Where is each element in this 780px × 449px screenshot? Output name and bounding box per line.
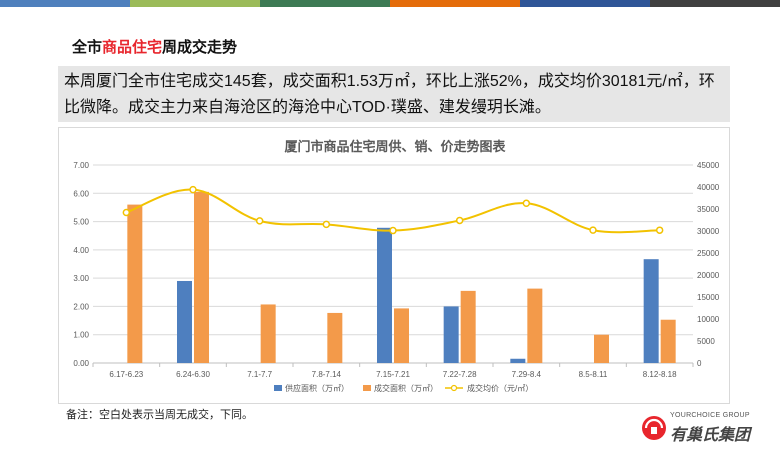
x-tick-label: 7.15-7.21: [376, 370, 410, 379]
legend-supply-swatch: [274, 385, 282, 391]
price-point: [389, 226, 397, 235]
y-left-tick-label: 6.00: [73, 189, 89, 198]
y-right-tick-label: 25000: [697, 249, 720, 258]
price-point: [189, 185, 197, 194]
price-point: [589, 226, 597, 234]
y-right-tick-label: 40000: [697, 183, 720, 192]
y-right-tick-label: 20000: [697, 271, 720, 280]
y-left-tick-label: 0.00: [73, 359, 89, 368]
logo-english: YOURCHOICE GROUP: [670, 412, 750, 419]
price-point: [122, 208, 131, 217]
y-right-tick-label: 30000: [697, 227, 720, 236]
y-left-tick-label: 1.00: [73, 331, 89, 340]
legend-price-label: 成交均价（元/㎡）: [467, 383, 533, 393]
title-prefix: 全市: [72, 39, 103, 56]
price-point: [455, 216, 464, 225]
y-left-tick-label: 5.00: [73, 218, 89, 227]
y-right-tick-label: 10000: [697, 315, 720, 324]
deal-bar: [527, 288, 543, 363]
deal-bar: [594, 334, 609, 363]
supply-bar: [643, 259, 659, 363]
chart-container: 厦门市商品住宅周供、销、价走势图表 0.00 1.00 2.00 3.00 4.00 5.0…: [58, 127, 730, 404]
y-right-tick-label: 35000: [697, 205, 720, 214]
logo-chinese: 有巢氏集团: [670, 427, 751, 444]
y-left-tick-label: 7.00: [73, 161, 89, 170]
deal-bar: [260, 304, 276, 363]
company-logo: YOURCHOICE GROUP 有巢氏集团: [640, 410, 780, 446]
y-left-tick-label: 3.00: [73, 274, 89, 283]
x-tick-label: 7.22-7.28: [443, 370, 477, 379]
deal-bar: [660, 319, 676, 363]
price-point: [255, 217, 264, 225]
supply-bar: [177, 280, 192, 363]
y-right-tick-label: 15000: [697, 293, 720, 302]
price-point: [522, 199, 531, 208]
legend-deal-swatch: [363, 385, 371, 391]
supply-bar: [377, 227, 392, 363]
logo-mark-icon: [642, 416, 666, 440]
title-highlight: 商品住宅: [102, 39, 163, 56]
x-tick-label: 8.12-8.18: [643, 370, 677, 379]
price-point: [655, 226, 664, 234]
deal-bar: [194, 191, 209, 363]
supply-bar: [443, 306, 459, 363]
supply-bar: [510, 358, 526, 363]
page-title: 全市商品住宅周成交走势: [72, 36, 237, 57]
x-tick-label: 8.5-8.11: [579, 370, 608, 379]
x-tick-label: 7.29-8.4: [512, 370, 542, 379]
footnote: 备注：空白处表示当周无成交，下同。: [66, 409, 253, 421]
summary-text: 本周厦门全市住宅成交145套，成交面积1.53万㎡，环比上涨52%，成交均价30…: [58, 66, 730, 122]
chart-title: 厦门市商品住宅周供、销、价走势图表: [284, 139, 506, 154]
y-right-tick-label: 5000: [697, 337, 715, 346]
deal-bar: [460, 290, 476, 363]
title-suffix: 周成交走势: [162, 39, 238, 56]
y-right-tick-label: 0: [697, 359, 702, 368]
y-left-tick-label: 4.00: [73, 246, 89, 255]
top-color-bar: [0, 0, 780, 7]
x-tick-label: 6.17-6.23: [109, 370, 143, 379]
deal-bar: [327, 312, 343, 363]
y-left-tick-label: 2.00: [73, 302, 89, 311]
legend-deal-label: 成交面积（万㎡）: [374, 383, 438, 393]
price-point: [322, 220, 331, 229]
deal-bar: [127, 204, 143, 363]
x-tick-label: 7.8-7.14: [312, 370, 342, 379]
x-tick-label: 7.1-7.7: [247, 370, 272, 379]
supply-sales-price-chart: 厦门市商品住宅周供、销、价走势图表 0.00 1.00 2.00 3.00 4.00 5.0…: [73, 139, 720, 393]
y-right-tick-label: 45000: [697, 161, 720, 170]
legend-price-marker: [450, 384, 458, 392]
deal-bar: [394, 308, 409, 363]
x-tick-label: 6.24-6.30: [176, 370, 210, 379]
legend-supply-label: 供应面积（万㎡）: [285, 383, 349, 393]
